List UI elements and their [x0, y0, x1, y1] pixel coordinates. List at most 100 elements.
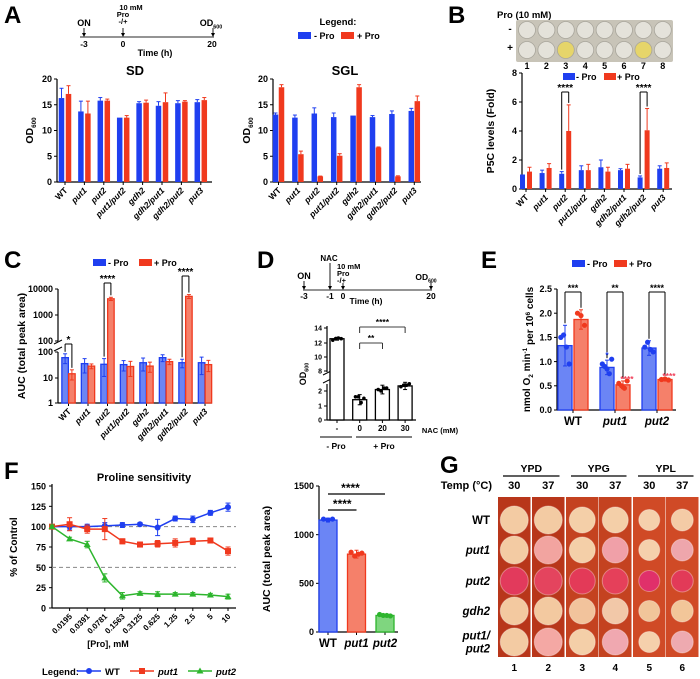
arrow-down-icon-head — [121, 33, 125, 37]
bar-Pro-gdh2/put1 — [625, 168, 630, 189]
timeline-xlabel: Time (h) — [138, 48, 173, 58]
bar-Pro-gdh2 — [598, 167, 604, 189]
timeline-od-label-sub: 600 — [213, 25, 222, 31]
y-tick-label: 5 — [47, 151, 52, 161]
x-tick-label: WT — [53, 185, 70, 202]
data-point-put1 — [225, 548, 231, 555]
data-point — [356, 395, 361, 399]
colony-spot — [670, 599, 694, 623]
bar-Pro-gdh2/put2 — [644, 130, 650, 189]
y-tick-label: 2.5 — [539, 284, 552, 294]
temperature-label: 30 — [576, 480, 588, 492]
significance-stars: * — [67, 335, 71, 346]
x-tick-label: put2 — [372, 638, 398, 650]
y-axis-label: AUC (total peak area) — [261, 506, 273, 612]
well-number: 8 — [660, 61, 665, 71]
panel-label-e: E — [481, 247, 497, 274]
temp-label: Temp (°C) — [441, 480, 493, 492]
data-point — [650, 349, 656, 355]
plate-well — [634, 41, 653, 59]
y-axis-label-main: OD — [298, 371, 308, 385]
legend-label-put2: put2 — [215, 667, 237, 678]
x-tick-label: put1 — [68, 185, 89, 206]
y-axis-label-main: OD — [24, 127, 36, 143]
timeline-nac-time: -1 — [326, 291, 334, 301]
significance-stars: **** — [341, 481, 360, 495]
arrow-down-icon-head — [341, 286, 345, 290]
y-tick-label: 0 — [512, 184, 517, 194]
legend-swatch-minus-pro — [93, 259, 106, 266]
y-tick-label: 6 — [512, 97, 517, 107]
bar-Pro-WT — [65, 93, 72, 182]
legend-label-plus-pro: + Pro — [629, 259, 652, 269]
lane-number: 1 — [511, 663, 517, 674]
colony-spot — [638, 539, 661, 561]
bar-Pro-gdh2 — [350, 115, 356, 182]
data-point — [336, 336, 341, 340]
bar-Pro-put2 — [641, 347, 657, 411]
plate-well — [518, 41, 536, 59]
timeline-od-label-main: OD — [200, 18, 214, 28]
bar-OD600-30 — [397, 385, 413, 421]
timeline-od-label: OD600 — [415, 272, 436, 285]
plate-well — [615, 41, 633, 59]
y-tick-label: 20 — [42, 74, 52, 84]
x-tick-label: put1 — [282, 185, 303, 206]
legend-swatch-plus-pro — [139, 259, 152, 266]
x-tick-label: 10 — [220, 612, 233, 625]
timeline-treatment-label: -/+ — [337, 276, 347, 285]
bar-Pro-put3 — [664, 167, 670, 189]
timeline-on-label: ON — [77, 18, 91, 28]
timeline-od-label-sub: 600 — [428, 279, 437, 285]
bar-AUC-put1 — [346, 553, 367, 633]
data-point-put2 — [171, 590, 179, 597]
data-point-put1 — [101, 526, 108, 533]
y-tick-label: 8 — [512, 68, 517, 78]
colony-spot — [533, 535, 563, 565]
bar-Pro-gdh2/put1 — [618, 170, 623, 189]
data-point-WT — [137, 521, 143, 528]
bar-Pro-put1/put2 — [123, 117, 130, 182]
data-point-put2 — [136, 589, 144, 596]
bar-OD600-- — [329, 338, 345, 421]
legend-marker-WT — [86, 668, 92, 674]
y-axis-label: OD600 — [241, 117, 255, 144]
data-point-put1 — [119, 538, 126, 545]
chart-f-line: 02550751001251500.01950.03910.07810.1563… — [9, 472, 236, 649]
panel-label-f: F — [4, 458, 19, 485]
data-point — [339, 336, 344, 341]
chart-title: SD — [126, 63, 144, 78]
data-point — [399, 384, 403, 389]
bar-Pro-put1 — [298, 154, 304, 182]
legend-marker-put2 — [196, 667, 204, 674]
panel-label-a: A — [4, 2, 21, 29]
significance-stars: **** — [636, 83, 652, 94]
x-tick-label: 20 — [378, 424, 387, 433]
data-point — [621, 385, 628, 391]
y-tick-label: 0 — [41, 604, 46, 614]
y-tick-label: 1.0 — [539, 357, 552, 367]
colony-spot — [670, 630, 694, 654]
bar-Pro-put1 — [292, 117, 298, 182]
y-tick-label: 75 — [36, 543, 46, 553]
x-tick-label: put3 — [185, 185, 206, 206]
timeline-od-label: OD600 — [200, 18, 223, 31]
data-point-put1 — [189, 538, 196, 545]
plate-well — [653, 21, 672, 39]
bar-Pro-put3 — [657, 168, 663, 189]
chart-title: SGL — [332, 63, 359, 78]
y-tick-label: 500 — [299, 578, 314, 588]
y-tick-label: 100 — [31, 522, 46, 532]
temperature-label: 30 — [508, 480, 520, 492]
bar-Pro-put2 — [104, 100, 111, 182]
y-tick-label: 1500 — [294, 481, 314, 491]
colony-spot — [499, 627, 529, 657]
well-number: 7 — [641, 61, 646, 71]
legend-label-plus-pro: + Pro — [357, 31, 380, 41]
y-tick-label: 50 — [36, 563, 46, 573]
data-point — [379, 389, 383, 393]
x-tick-label: WT — [514, 192, 531, 209]
bar-Pro-gdh2 — [605, 171, 611, 189]
bar-Pro-gdh2/put1 — [375, 147, 382, 182]
